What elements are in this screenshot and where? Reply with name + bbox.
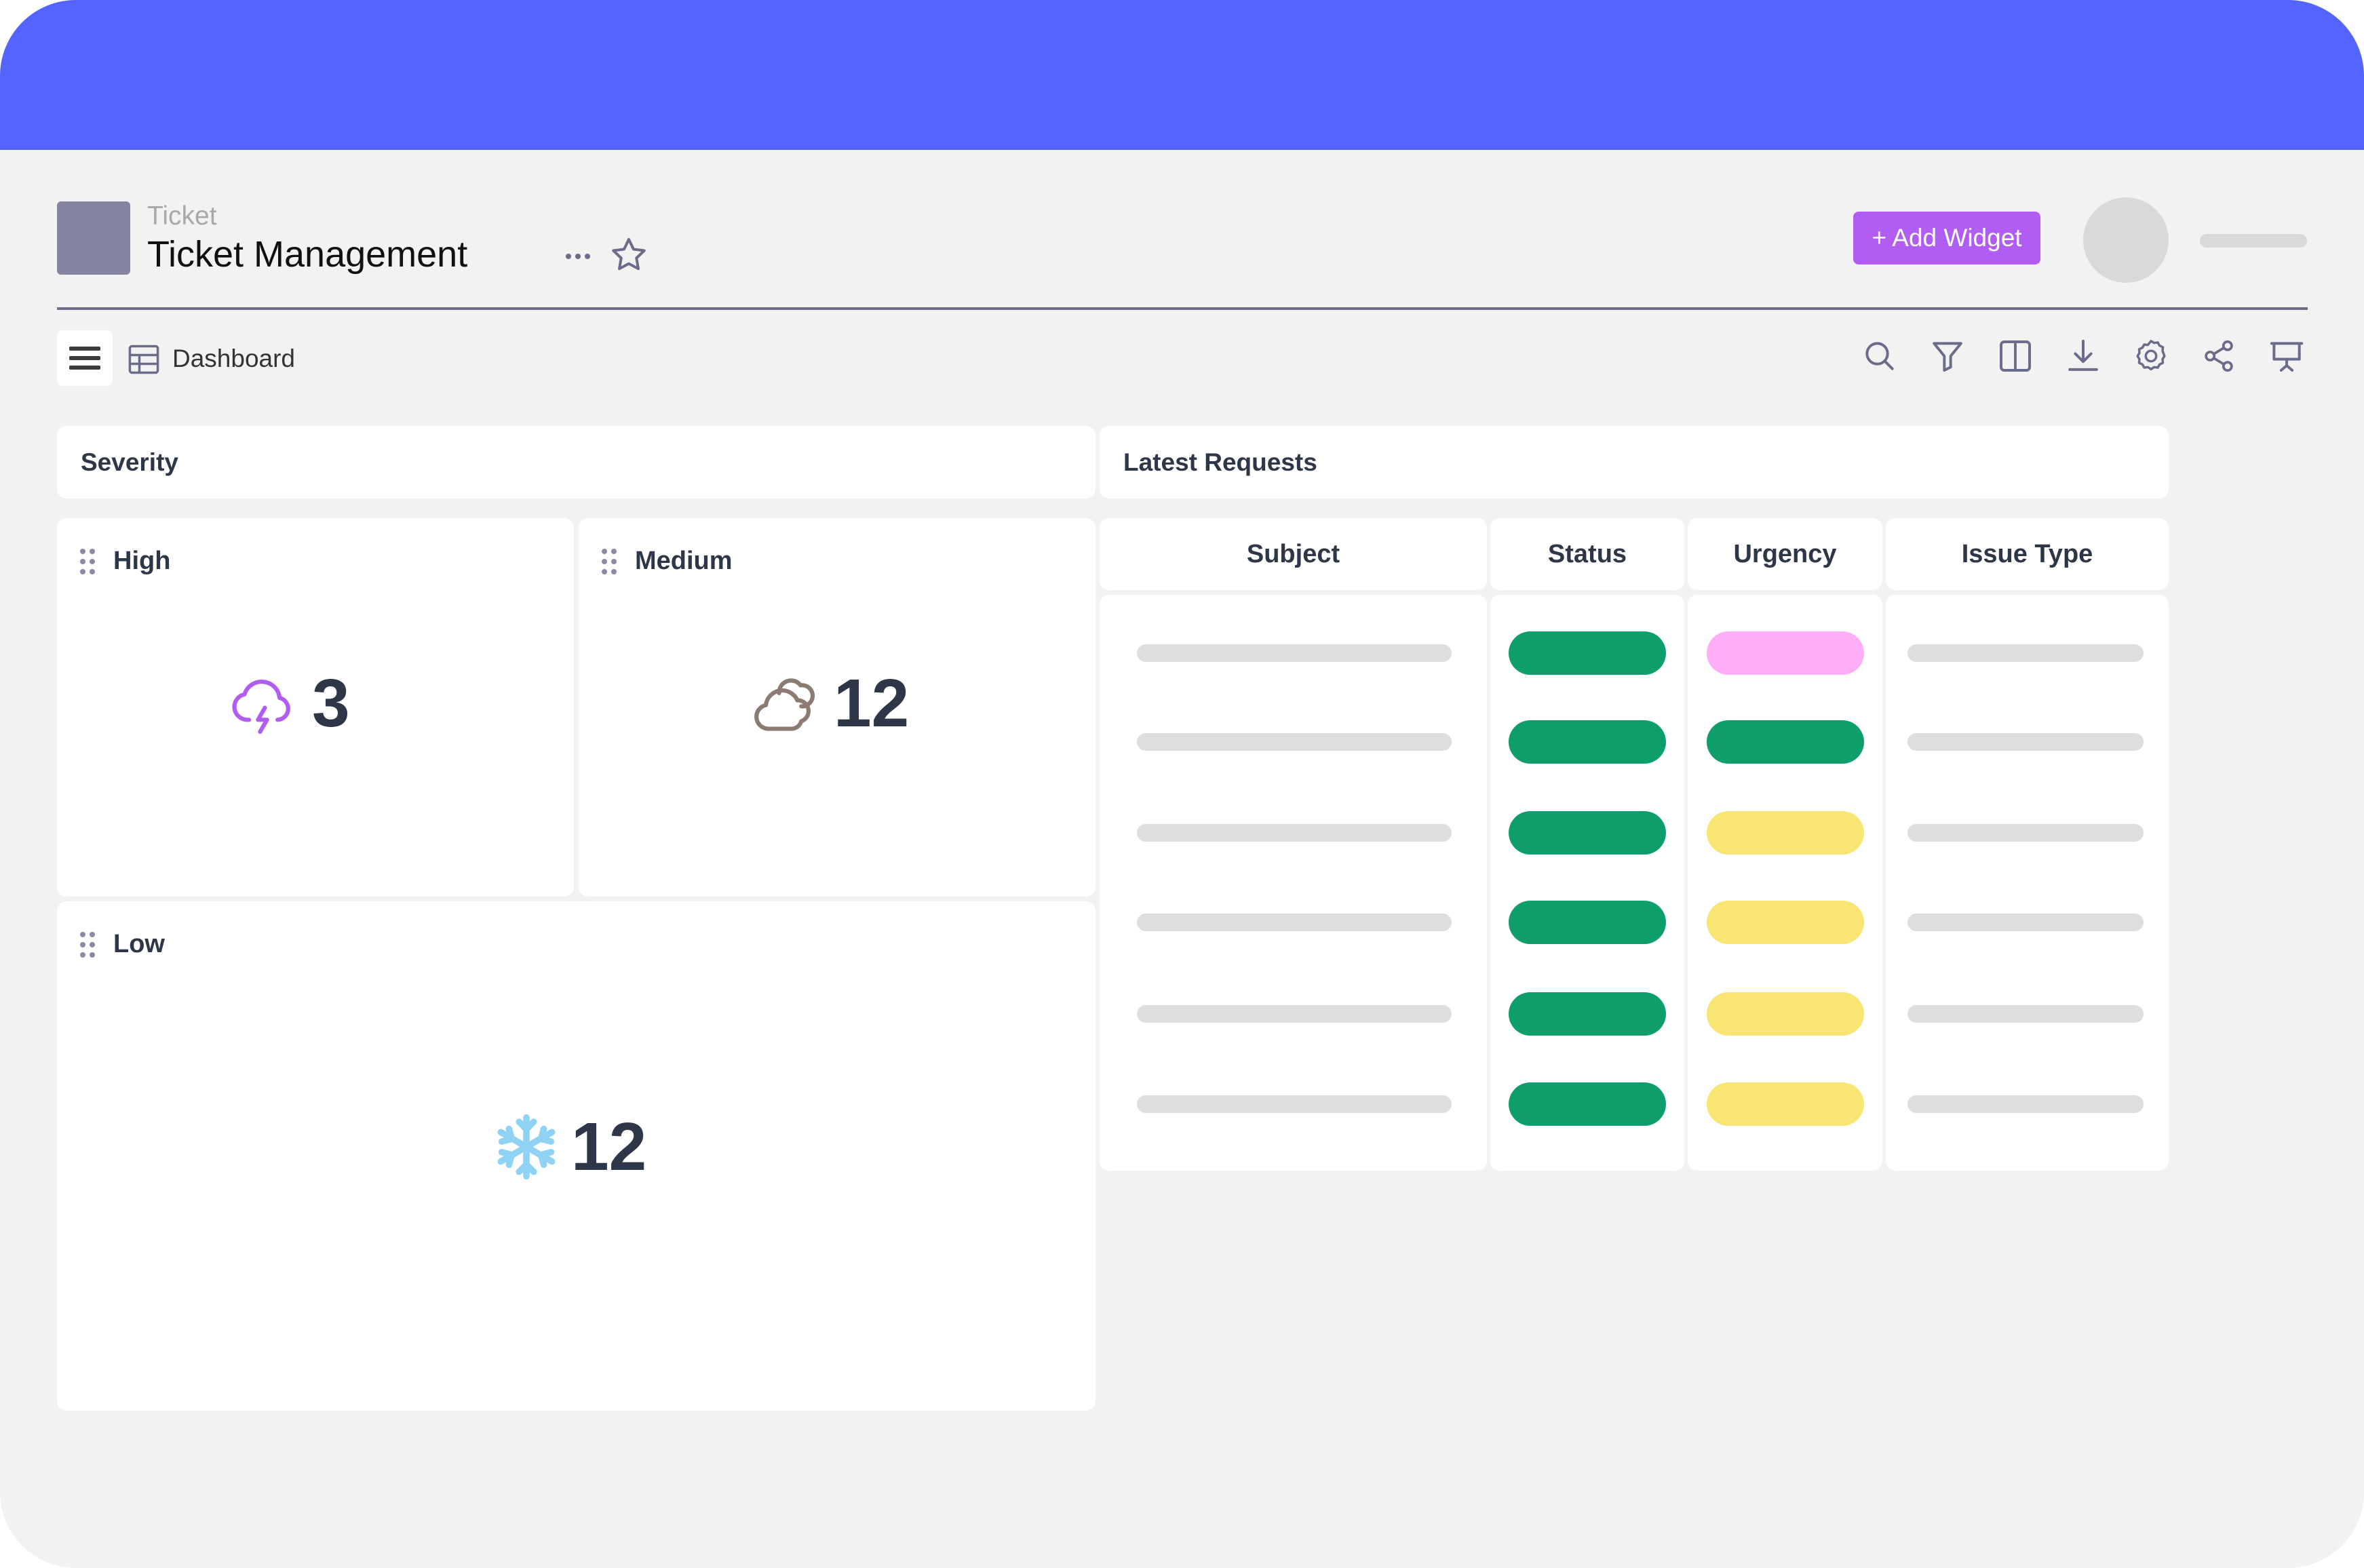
star-icon[interactable] xyxy=(608,235,649,275)
more-horizontal-icon[interactable] xyxy=(560,243,596,270)
header-divider xyxy=(57,307,2308,310)
status-pill[interactable] xyxy=(1509,992,1666,1036)
status-pill[interactable] xyxy=(1509,901,1666,944)
card-title: Low xyxy=(113,930,165,958)
user-name-placeholder xyxy=(2200,234,2307,248)
metric-value: 12 xyxy=(571,1109,647,1185)
severity-widget-title: Severity xyxy=(81,448,178,476)
urgency-pill[interactable] xyxy=(1707,811,1864,855)
hamburger-menu-icon[interactable] xyxy=(57,330,113,386)
table-grid-icon xyxy=(128,345,159,374)
share-icon[interactable] xyxy=(2200,337,2238,375)
subject-placeholder[interactable] xyxy=(1137,1095,1452,1113)
subject-column xyxy=(1100,595,1487,1171)
filter-icon[interactable] xyxy=(1929,337,1966,375)
subject-placeholder[interactable] xyxy=(1137,824,1452,842)
avatar[interactable] xyxy=(2083,197,2169,283)
issue-type-placeholder[interactable] xyxy=(1907,824,2144,842)
issue-type-placeholder[interactable] xyxy=(1907,733,2144,751)
card-title: Medium xyxy=(635,547,733,575)
metric: 3 xyxy=(227,666,350,741)
view-selector-label[interactable]: Dashboard xyxy=(172,345,296,372)
settings-icon[interactable] xyxy=(2132,337,2170,375)
subject-placeholder[interactable] xyxy=(1137,1005,1452,1023)
issue-type-placeholder[interactable] xyxy=(1907,1095,2144,1113)
metric: 12 xyxy=(491,1110,646,1184)
column-header-urgency[interactable]: Urgency xyxy=(1688,518,1882,590)
urgency-pill[interactable] xyxy=(1707,992,1864,1036)
urgency-column xyxy=(1688,595,1882,1171)
severity-card-medium[interactable]: Medium 12 xyxy=(579,518,1096,897)
subject-placeholder[interactable] xyxy=(1137,914,1452,931)
urgency-pill[interactable] xyxy=(1707,631,1864,675)
column-header-issue-type[interactable]: Issue Type xyxy=(1886,518,2169,590)
status-column xyxy=(1490,595,1684,1171)
split-view-icon[interactable] xyxy=(1996,337,2034,375)
metric: 12 xyxy=(748,666,909,741)
top-banner xyxy=(0,0,2364,150)
cloud-icon xyxy=(754,678,815,731)
status-pill[interactable] xyxy=(1509,811,1666,855)
drag-handle-icon[interactable] xyxy=(599,547,619,576)
status-pill[interactable] xyxy=(1509,631,1666,675)
subject-placeholder[interactable] xyxy=(1137,644,1452,662)
drag-handle-icon[interactable] xyxy=(77,930,98,960)
urgency-pill[interactable] xyxy=(1707,901,1864,944)
latest-requests-widget-title: Latest Requests xyxy=(1123,448,1317,476)
drag-handle-icon[interactable] xyxy=(77,547,98,576)
breadcrumb[interactable]: Ticket xyxy=(147,201,217,231)
status-pill[interactable] xyxy=(1509,1082,1666,1126)
severity-card-high[interactable]: High 3 xyxy=(57,518,574,897)
app-logo xyxy=(57,201,130,275)
metric-value: 12 xyxy=(834,665,910,741)
issue-type-placeholder[interactable] xyxy=(1907,914,2144,931)
issue-type-placeholder[interactable] xyxy=(1907,1005,2144,1023)
snowflake-icon xyxy=(497,1114,556,1180)
column-header-status[interactable]: Status xyxy=(1490,518,1684,590)
column-header-subject[interactable]: Subject xyxy=(1100,518,1487,590)
severity-card-low[interactable]: Low 12 xyxy=(57,901,1096,1411)
status-pill[interactable] xyxy=(1509,720,1666,764)
urgency-pill[interactable] xyxy=(1707,1082,1864,1126)
severity-widget-header: Severity xyxy=(57,426,1096,498)
latest-requests-widget-header: Latest Requests xyxy=(1100,426,2169,498)
issue-type-placeholder[interactable] xyxy=(1907,644,2144,662)
download-icon[interactable] xyxy=(2064,337,2102,375)
add-widget-button[interactable]: + Add Widget xyxy=(1853,212,2040,264)
subject-placeholder[interactable] xyxy=(1137,733,1452,751)
page-title: Ticket Management xyxy=(147,234,468,275)
urgency-pill[interactable] xyxy=(1707,720,1864,764)
card-title: High xyxy=(113,547,171,575)
thunderstorm-icon xyxy=(232,680,290,734)
metric-value: 3 xyxy=(312,665,350,741)
issue-type-column xyxy=(1886,595,2169,1171)
search-icon[interactable] xyxy=(1861,337,1899,375)
presentation-icon[interactable] xyxy=(2268,337,2306,375)
